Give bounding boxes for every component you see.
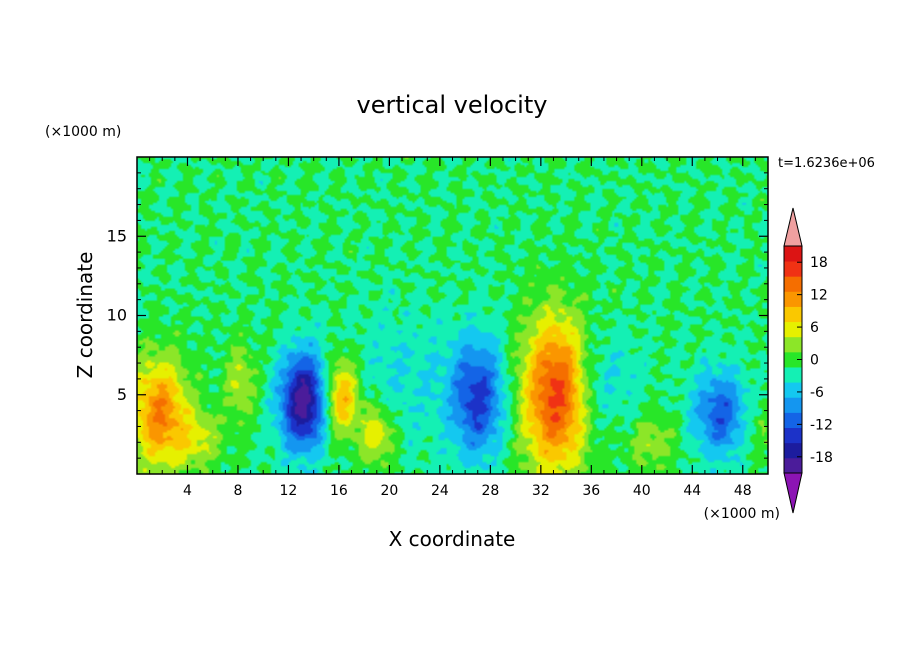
colorbar-band	[784, 276, 802, 292]
colorbar-band	[784, 336, 802, 353]
y-axis-label: Z coordinate	[73, 252, 97, 379]
colorbar-tick-label: 0	[810, 353, 819, 369]
x-axis-label: X coordinate	[389, 527, 516, 551]
colorbar-tick-label: 12	[810, 288, 828, 304]
contour-field-image	[137, 157, 768, 474]
colorbar-band	[784, 427, 802, 444]
colorbar-tick-label: 6	[810, 320, 819, 336]
colorbar-band	[784, 291, 802, 307]
y-tick-label: 15	[107, 226, 127, 245]
x-tick-label: 20	[380, 483, 398, 499]
contour-field	[137, 157, 768, 474]
colorbar-tick-label: -12	[810, 417, 833, 433]
y-tick-label: 5	[117, 385, 127, 404]
colorbar-tick-label: 18	[810, 255, 828, 271]
colorbar-band	[784, 382, 802, 398]
y-tick-label: 10	[107, 306, 127, 325]
colorbar-band	[784, 442, 802, 459]
x-tick-label: 4	[183, 483, 192, 499]
x-tick-label: 24	[431, 483, 449, 499]
colorbar-tick-label: -18	[810, 450, 833, 466]
colorbar-band	[784, 306, 802, 323]
colorbar-band	[784, 397, 802, 413]
colorbar-under-triangle	[783, 472, 803, 514]
x-tick-label: 40	[633, 483, 651, 499]
colorbar-band	[784, 412, 802, 428]
x-tick-label: 36	[582, 483, 600, 499]
time-label: t=1.6236e+06	[778, 156, 875, 171]
chart-title: vertical velocity	[357, 91, 548, 119]
x-tick-label: 28	[481, 483, 499, 499]
x-tick-label: 12	[280, 483, 298, 499]
colorbar-over-triangle	[783, 207, 803, 247]
colorbar-band	[784, 246, 802, 262]
colorbar-ticks: -18 -12 -6 0 6 12 18	[797, 255, 833, 466]
x-unit-label: (×1000 m)	[704, 506, 780, 522]
x-axis-ticks: 4 8 12 16 20 24 28 32 36 40 44 48	[149, 157, 756, 499]
y-axis-ticks: 5 10 15	[107, 172, 768, 459]
colorbar-band	[784, 321, 802, 338]
x-tick-label: 48	[734, 483, 752, 499]
colorbar-band	[784, 367, 802, 383]
x-tick-label: 32	[532, 483, 550, 499]
colorbar-band	[784, 351, 802, 368]
x-tick-label: 16	[330, 483, 348, 499]
x-tick-label: 8	[233, 483, 242, 499]
colorbar-band	[784, 261, 802, 277]
colorbar-band	[784, 457, 802, 474]
colorbar-tick-label: -6	[810, 385, 824, 401]
colorbar	[783, 207, 803, 514]
x-tick-label: 44	[683, 483, 701, 499]
y-unit-label: (×1000 m)	[45, 124, 121, 140]
